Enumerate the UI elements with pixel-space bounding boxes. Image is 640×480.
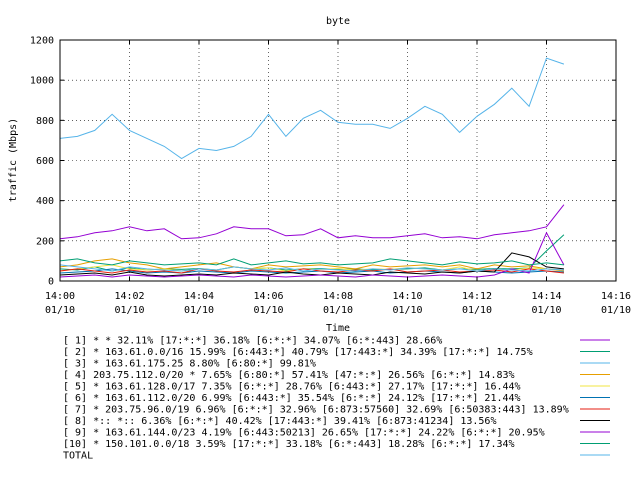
- chart-title: byte: [326, 16, 350, 27]
- y-tick-label: 200: [36, 236, 54, 247]
- y-axis-label: traffic (Mbps): [8, 118, 19, 202]
- series-layer: [59, 57, 565, 278]
- legend: [ 1] * * 32.11% [17:*:*] 36.18% [6:*:*] …: [63, 336, 610, 462]
- legend-label: [ 1] * * 32.11% [17:*:*] 36.18% [6:*:*] …: [63, 336, 442, 347]
- x-tick-time-label: 14:08: [323, 291, 353, 302]
- series-line-3: [59, 57, 565, 160]
- y-tick-label: 800: [36, 116, 54, 127]
- x-tick-date-label: 01/10: [323, 305, 353, 316]
- legend-label: [ 3] * 163.61.175.25 8.80% [6:80:*] 99.8…: [63, 359, 316, 370]
- legend-label: [ 2] * 163.61.0.0/16 15.99% [6:443:*] 40…: [63, 347, 533, 358]
- legend-label: [ 6] * 163.61.112.0/20 6.99% [6:443:*] 3…: [63, 393, 521, 404]
- x-tick-time-label: 14:14: [531, 291, 561, 302]
- x-tick-time-label: 14:16: [601, 291, 631, 302]
- x-tick-date-label: 01/10: [392, 305, 422, 316]
- x-tick-time-label: 14:10: [392, 291, 422, 302]
- x-tick-time-label: 14:06: [253, 291, 283, 302]
- x-axis-ticks: 14:00 01/10 14:02 01/10 14:04 01/10 14:06 01/10…: [45, 40, 631, 316]
- legend-label: [ 9] * 163.61.144.0/23 4.19% [6:443:5021…: [63, 428, 545, 439]
- legend-label: [ 4] 203.75.112.0/20 * 7.65% [6:80:*] 57…: [63, 370, 515, 381]
- x-tick-date-label: 01/10: [114, 305, 144, 316]
- series-line-10: [59, 258, 564, 266]
- y-axis-ticks: 0 200 400 600 800 1000 1200: [30, 36, 616, 288]
- y-tick-label: 1000: [30, 76, 54, 87]
- x-tick-date-label: 01/10: [253, 305, 283, 316]
- grid: [60, 40, 616, 281]
- series-line-8: [59, 252, 564, 277]
- x-tick-date-label: 01/10: [45, 305, 75, 316]
- x-tick-time-label: 14:00: [45, 291, 75, 302]
- x-tick-time-label: 14:02: [114, 291, 144, 302]
- y-tick-label: 400: [36, 196, 54, 207]
- legend-label: [ 7] * 203.75.96.0/19 6.96% [6:*:*] 32.9…: [63, 405, 569, 416]
- x-tick-date-label: 01/10: [462, 305, 492, 316]
- series-line-1: [59, 204, 565, 240]
- series-line-4: [59, 258, 564, 272]
- legend-label: [10] * 150.101.0.0/18 3.59% [17:*:*] 33.…: [63, 439, 515, 450]
- x-axis-label: Time: [326, 323, 350, 334]
- series-line-9: [59, 231, 565, 278]
- legend-label: [ 8] *:: *:: 6.36% [6:*:*] 40.42% [17:44…: [63, 416, 496, 427]
- x-tick-time-label: 14:04: [184, 291, 214, 302]
- x-tick-date-label: 01/10: [601, 305, 631, 316]
- x-tick-date-label: 01/10: [184, 305, 214, 316]
- series-line-11: [59, 264, 564, 272]
- legend-label: TOTAL: [63, 451, 93, 462]
- y-tick-label: 0: [48, 277, 54, 288]
- y-tick-label: 1200: [30, 36, 54, 47]
- y-tick-label: 600: [36, 156, 54, 167]
- x-tick-time-label: 14:12: [462, 291, 492, 302]
- x-tick-date-label: 01/10: [531, 305, 561, 316]
- legend-label: [ 5] * 163.61.128.0/17 7.35% [6:*:*] 28.…: [63, 382, 521, 393]
